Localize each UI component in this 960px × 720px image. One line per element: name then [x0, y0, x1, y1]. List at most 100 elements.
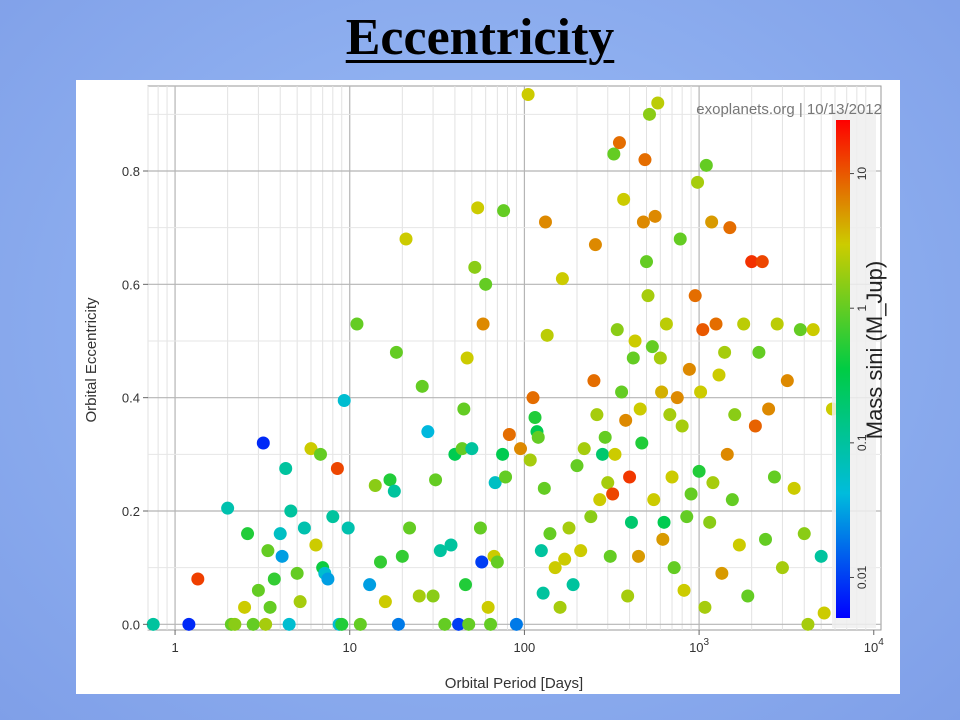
planet-point — [479, 277, 493, 291]
planet-point — [499, 470, 513, 484]
planet-point — [677, 583, 691, 597]
planet-point — [421, 425, 435, 439]
slide-title: Eccentricity — [345, 9, 615, 66]
planet-point — [182, 617, 196, 631]
planet-point — [593, 493, 607, 507]
planet-point — [330, 462, 344, 475]
planet-point — [415, 379, 429, 393]
planet-point — [670, 391, 684, 405]
colorbar-label: Mass sini (M_Jup) — [862, 261, 887, 439]
planet-point — [378, 595, 392, 609]
planet-point — [460, 351, 474, 365]
planet-point — [337, 394, 351, 407]
planet-point — [313, 447, 327, 461]
planet-point — [659, 317, 673, 331]
planet-point — [720, 447, 734, 461]
planet-point — [657, 515, 671, 529]
planet-point — [537, 481, 551, 495]
planet-point — [462, 617, 476, 631]
planet-point — [615, 385, 629, 399]
planet-point — [238, 600, 252, 614]
planet-point — [696, 323, 710, 337]
planet-point — [373, 555, 387, 569]
planet-point — [566, 578, 580, 592]
planet-point — [553, 600, 567, 614]
planet-point — [514, 442, 528, 456]
planet-point — [528, 411, 542, 424]
planet-point — [801, 617, 815, 631]
planet-point — [651, 96, 665, 110]
planet-point — [341, 521, 355, 535]
planet-point — [335, 617, 349, 631]
planet-point — [608, 447, 622, 461]
x-axis-label: Orbital Period [Days] — [445, 675, 583, 692]
planet-point — [290, 566, 304, 580]
planet-point — [694, 385, 708, 399]
planet-point — [793, 323, 807, 337]
planet-point — [471, 201, 485, 215]
planet-point — [633, 402, 647, 416]
planet-point — [241, 527, 255, 541]
data-points — [146, 88, 839, 631]
planet-point — [645, 340, 659, 354]
planet-point — [389, 345, 403, 359]
planet-point — [648, 209, 662, 223]
planet-point — [770, 317, 784, 331]
planet-point — [590, 408, 604, 422]
planet-point — [640, 255, 654, 269]
planet-point — [391, 617, 405, 631]
colorbar: 0.01 0.1 1 10 — [832, 110, 876, 628]
planet-point — [429, 473, 443, 487]
planet-point — [452, 617, 466, 631]
planet-point — [684, 487, 698, 501]
planet-point — [574, 544, 588, 558]
planet-point — [481, 600, 495, 614]
planet-point — [558, 552, 572, 566]
planet-point — [146, 617, 160, 631]
planet-point — [562, 521, 576, 535]
planet-point — [433, 544, 447, 558]
planet-point — [543, 527, 557, 541]
planet-point — [363, 578, 377, 592]
planet-point — [638, 153, 652, 167]
planet-point — [279, 462, 293, 475]
planet-point — [457, 402, 471, 416]
planet-point — [538, 215, 552, 229]
planet-point — [617, 192, 631, 206]
planet-point — [570, 459, 584, 473]
planet-point — [484, 617, 498, 631]
planet-point — [775, 561, 789, 575]
planet-point — [626, 351, 640, 365]
planet-point — [780, 374, 794, 388]
planet-point — [191, 572, 205, 586]
planet-point — [476, 317, 490, 331]
chart-panel: 1 10 100 103 104 0.0 0.2 0.4 0.6 0.8 0.01 0.1 1 10 e… — [76, 80, 900, 694]
planet-point — [725, 493, 739, 507]
planet-point — [488, 476, 502, 490]
planet-point — [641, 289, 655, 303]
colorbar-tick-label: 0.1 — [855, 434, 869, 451]
planet-point — [755, 255, 769, 269]
planet-point — [705, 215, 719, 229]
planet-point — [606, 487, 620, 501]
planet-point — [706, 476, 720, 490]
y-tick-label: 0.8 — [122, 164, 140, 179]
planet-point — [475, 555, 489, 569]
planet-point — [555, 272, 569, 286]
planet-point — [762, 402, 776, 416]
planet-point — [473, 521, 487, 535]
planet-point — [383, 473, 397, 487]
planet-point — [728, 408, 742, 422]
planet-point — [712, 368, 726, 382]
y-tick-label: 0.2 — [122, 504, 140, 519]
planet-point — [455, 442, 469, 456]
colorbar-tick-label: 0.01 — [855, 565, 869, 589]
planet-point — [531, 430, 545, 444]
x-tick-label: 1 — [171, 640, 178, 655]
grid-lines — [147, 85, 882, 631]
planet-point — [412, 589, 426, 603]
colorbar-gradient — [836, 120, 850, 618]
planet-point — [426, 589, 440, 603]
x-tick-label: 104 — [864, 637, 884, 655]
planet-point — [715, 566, 729, 580]
